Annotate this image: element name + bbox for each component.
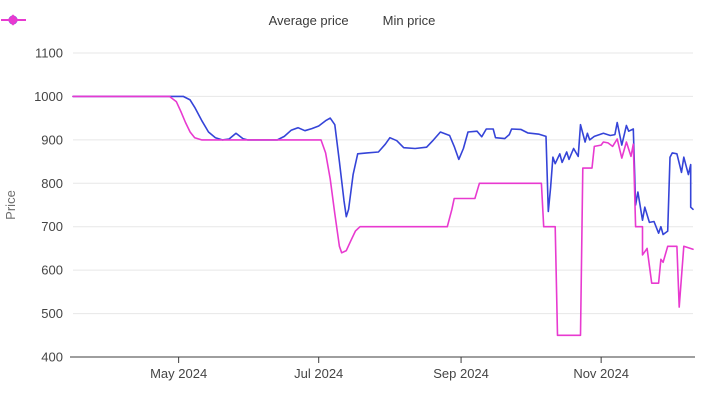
y-tick-label-1100: 1100 (35, 46, 63, 61)
min-price-line (72, 95, 694, 337)
y-tick-label-400: 400 (41, 350, 63, 365)
y-tick-label-600: 600 (41, 263, 63, 278)
legend-average-price[interactable]: Average price (1, 13, 349, 28)
average-price-line (72, 95, 694, 236)
legend-min-price[interactable]: Min price (1, 13, 436, 28)
x-tick-label: Jul 2024 (294, 366, 343, 381)
y-tick-label-900: 900 (41, 132, 63, 147)
chart-legend: Average price Min price (0, 14, 704, 27)
y-tick-label-1000: 1000 (34, 89, 63, 104)
y-axis-label: Price (3, 190, 18, 220)
x-tick-label: Nov 2024 (573, 366, 629, 381)
y-tick-label-800: 800 (41, 176, 63, 191)
y-tick-label-500: 500 (41, 306, 63, 321)
legend-min-price-label: Min price (382, 13, 436, 28)
x-tick-label: Sep 2024 (433, 366, 489, 381)
min-price-marker-icon (1, 14, 26, 26)
legend-average-price-label: Average price (268, 13, 349, 28)
y-tick-label-700: 700 (41, 219, 63, 234)
x-tick-label: May 2024 (150, 366, 207, 381)
